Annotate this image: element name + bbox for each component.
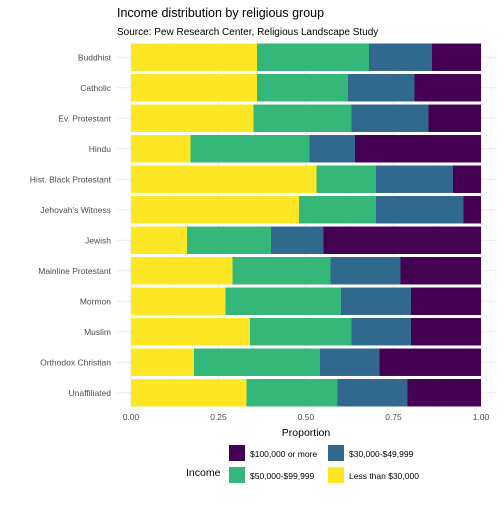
bar-segment <box>411 287 481 315</box>
bar-segment <box>369 43 432 71</box>
y-tick-label: Hindu <box>89 144 111 154</box>
bars <box>131 43 481 407</box>
y-tick-label: Unaffiliated <box>69 388 112 398</box>
bar-segment <box>190 135 310 163</box>
bar-segment <box>428 104 481 132</box>
bar-segment <box>299 196 376 224</box>
bar-segment <box>225 287 341 315</box>
legend-title: Income <box>186 467 221 479</box>
bar-segment <box>253 104 352 132</box>
bar-segment <box>355 135 481 163</box>
bar-segment <box>257 74 348 102</box>
y-tick-label: Ev. Protestant <box>58 113 111 123</box>
legend-label: $100,000 or more <box>250 449 317 459</box>
chart-title: Income distribution by religious group <box>117 6 324 20</box>
bar-segment <box>376 165 453 193</box>
bar-segment <box>379 348 481 376</box>
bar-segment <box>411 318 481 346</box>
legend-label: $30,000-$49,999 <box>349 449 414 459</box>
bar-segment <box>131 74 257 102</box>
chart-subtitle: Source: Pew Research Center, Religious L… <box>117 27 378 38</box>
bar-segment <box>414 74 481 102</box>
bar-segment <box>194 348 320 376</box>
bar-segment <box>330 257 401 285</box>
x-tick-label: 0.75 <box>385 412 402 422</box>
bar-segment <box>131 287 226 315</box>
bar-segment <box>351 104 429 132</box>
bar-segment <box>271 226 324 254</box>
legend-label: Less than $30,000 <box>349 471 419 481</box>
x-tick-labels: 0.00 0.25 0.50 0.75 1.00 <box>123 412 490 422</box>
bar-segment <box>131 104 254 132</box>
legend: Income $100,000 or more $30,000-$49,999 $5… <box>186 445 419 483</box>
bar-segment <box>232 257 331 285</box>
bar-segment <box>337 379 408 407</box>
legend-label: $50,000-$99,999 <box>250 471 315 481</box>
bar-segment <box>323 226 481 254</box>
bar-segment <box>348 74 415 102</box>
bar-segment <box>432 43 481 71</box>
x-tick-label: 0.50 <box>298 412 315 422</box>
bar-segment <box>131 135 191 163</box>
bar-segment <box>316 165 376 193</box>
legend-key <box>328 445 344 461</box>
legend-key <box>229 467 245 483</box>
bar-segment <box>376 196 464 224</box>
x-tick-label: 0.00 <box>123 412 140 422</box>
bar-segment <box>309 135 355 163</box>
bar-segment <box>400 257 481 285</box>
y-tick-label: Hist. Black Protestant <box>30 174 112 184</box>
y-tick-label: Jewish <box>85 235 111 245</box>
y-tick-label: Mormon <box>80 296 111 306</box>
bar-segment <box>131 43 257 71</box>
y-tick-label: Buddhist <box>78 52 112 62</box>
bar-segment <box>131 165 317 193</box>
legend-key <box>328 467 344 483</box>
y-tick-label: Catholic <box>80 83 111 93</box>
x-tick-label: 0.25 <box>210 412 227 422</box>
bar-segment <box>131 348 194 376</box>
x-tick-label: 1.00 <box>473 412 490 422</box>
legend-key <box>229 445 245 461</box>
bar-segment <box>131 379 247 407</box>
bar-segment <box>320 348 380 376</box>
bar-segment <box>131 318 250 346</box>
bar-segment <box>341 287 411 315</box>
bar-segment <box>131 196 299 224</box>
bar-segment <box>463 196 481 224</box>
bar-segment <box>351 318 411 346</box>
y-tick-label: Orthodox Christian <box>40 357 111 367</box>
bar-segment <box>250 318 352 346</box>
bar-segment <box>131 257 233 285</box>
y-tick-label: Jehovah's Witness <box>40 205 111 215</box>
bar-segment <box>131 226 187 254</box>
y-tick-label: Muslim <box>84 327 111 337</box>
bar-segment <box>453 165 481 193</box>
bar-segment <box>246 379 338 407</box>
x-axis-title: Proportion <box>282 427 331 439</box>
y-tick-labels: Buddhist Catholic Ev. Protestant Hindu Hist.… <box>30 52 112 398</box>
bar-segment <box>257 43 369 71</box>
y-tick-label: Mainline Protestant <box>38 266 111 276</box>
bar-segment <box>407 379 481 407</box>
bar-segment <box>187 226 271 254</box>
